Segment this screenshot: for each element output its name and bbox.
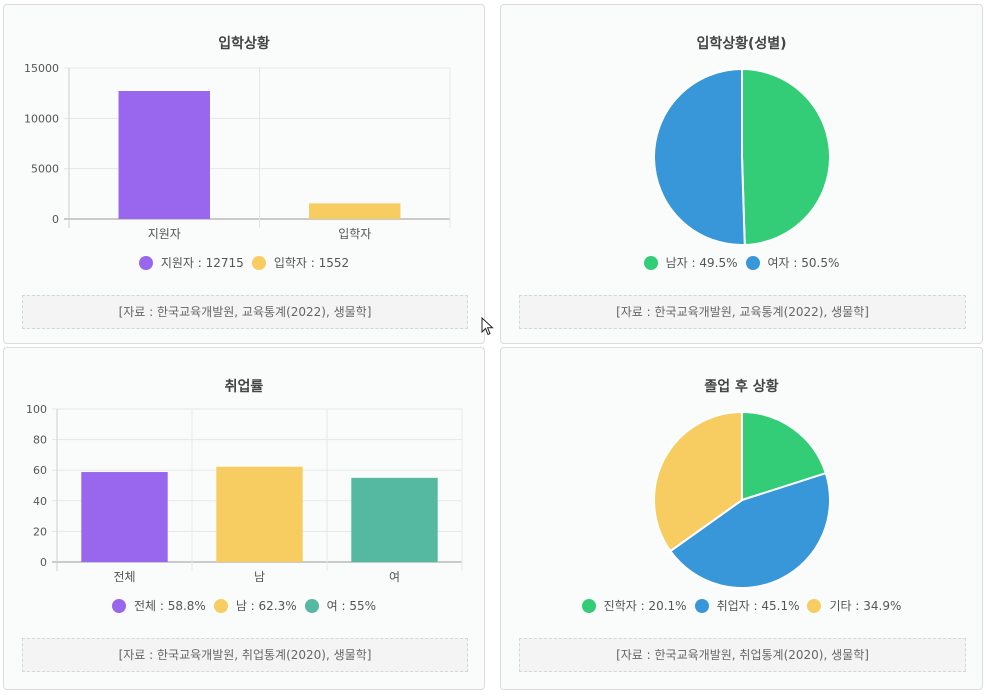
y-tick-label: 60 xyxy=(33,464,47,477)
legend-swatch xyxy=(745,255,760,270)
chart-title: 졸업 후 상황 xyxy=(704,379,779,395)
x-tick-label: 남 xyxy=(254,570,265,584)
legend-swatch xyxy=(111,598,126,613)
y-tick-label: 100 xyxy=(26,403,47,416)
y-tick-label: 80 xyxy=(33,434,47,447)
chart-title: 입학상황 xyxy=(218,36,270,52)
legend-label: 지원자 : 12715 xyxy=(160,256,244,270)
bar-전체[interactable] xyxy=(81,472,168,562)
legend-item[interactable]: 전체 : 58.8% xyxy=(111,597,206,614)
y-axis: 0 20 40 60 80 100 xyxy=(26,403,47,569)
legend-label: 남 : 62.3% xyxy=(235,599,297,613)
chart-title: 입학상황(성별) xyxy=(696,36,787,52)
legend-swatch xyxy=(304,598,319,613)
legend-item[interactable]: 진학자 : 20.1% xyxy=(581,597,687,614)
employment-bar-chart: 0 20 40 60 80 100 전체 남 여 xyxy=(26,403,463,584)
y-tick-label: 10000 xyxy=(24,112,59,125)
legend-item[interactable]: 취업자 : 45.1% xyxy=(694,597,800,614)
legend-label: 여 : 55% xyxy=(326,599,377,613)
legend-swatch xyxy=(694,598,709,613)
after-graduation-pie-chart xyxy=(653,410,831,589)
x-tick-label: 전체 xyxy=(113,570,135,584)
legend-label: 전체 : 58.8% xyxy=(133,599,206,613)
pie-slice-취업자[interactable] xyxy=(668,471,831,589)
legend-swatch xyxy=(138,255,153,270)
bar-남[interactable] xyxy=(216,466,303,562)
legend-swatch xyxy=(251,255,266,270)
x-tick-label: 입학자 xyxy=(338,227,371,241)
bar-여[interactable] xyxy=(351,477,438,562)
card-admission-gender: 입학상황(성별) 남자 : 49.5% 여자 : 50.5% [자료 : 한국교육… xyxy=(500,4,983,344)
legend-item[interactable]: 지원자 : 12715 xyxy=(138,254,244,271)
bar-지원자[interactable] xyxy=(118,91,210,219)
source-note: [자료 : 한국교육개발원, 취업통계(2020), 생물학] xyxy=(22,638,468,672)
legend-label: 남자 : 49.5% xyxy=(665,256,738,270)
pie-slice-남자[interactable] xyxy=(741,67,832,246)
y-tick-label: 0 xyxy=(40,556,47,569)
y-tick-label: 15000 xyxy=(24,62,59,75)
legend-swatch xyxy=(807,598,822,613)
legend-item[interactable]: 남자 : 49.5% xyxy=(643,254,738,271)
card-admission: 입학상황 0 5000 10000 15000 지원자 입학자 지원자 : 12715 입학… xyxy=(3,4,485,344)
legend-item[interactable]: 입학자 : 1552 xyxy=(251,254,350,271)
pie-slice-진학자[interactable] xyxy=(741,410,828,502)
y-tick-label: 40 xyxy=(33,495,47,508)
legend-label: 입학자 : 1552 xyxy=(273,256,350,270)
pie-slice-여자[interactable] xyxy=(653,67,746,246)
legend-item[interactable]: 여자 : 50.5% xyxy=(745,254,840,271)
chart-legend: 진학자 : 20.1% 취업자 : 45.1% 기타 : 34.9% xyxy=(501,597,982,616)
card-employment-rate: 취업률 0 20 40 60 80 100 전체 남 여 전체 : 58.8% 남 : 62.3%… xyxy=(3,347,485,690)
chart-legend: 남자 : 49.5% 여자 : 50.5% xyxy=(501,254,982,273)
admission-bar-chart: 0 5000 10000 15000 지원자 입학자 xyxy=(24,62,451,241)
card-after-graduation: 졸업 후 상황 진학자 : 20.1% 취업자 : 45.1% 기타 : 34.9%… xyxy=(500,347,983,690)
admission-gender-pie-chart xyxy=(653,67,832,246)
legend-item[interactable]: 여 : 55% xyxy=(304,597,377,614)
y-tick-label: 0 xyxy=(52,213,59,226)
source-note: [자료 : 한국교육개발원, 교육통계(2022), 생물학] xyxy=(22,295,468,329)
bar-입학자[interactable] xyxy=(309,203,401,219)
pie-slice-기타[interactable] xyxy=(653,410,743,553)
chart-legend: 전체 : 58.8% 남 : 62.3% 여 : 55% xyxy=(4,597,484,616)
chart-legend: 지원자 : 12715 입학자 : 1552 xyxy=(4,254,484,273)
x-tick-label: 여 xyxy=(389,570,400,584)
legend-item[interactable]: 남 : 62.3% xyxy=(213,597,297,614)
chart-title: 취업률 xyxy=(224,379,264,395)
source-note: [자료 : 한국교육개발원, 취업통계(2020), 생물학] xyxy=(519,638,966,672)
legend-label: 취업자 : 45.1% xyxy=(716,599,800,613)
y-tick-label: 5000 xyxy=(31,163,59,176)
legend-swatch xyxy=(581,598,596,613)
legend-label: 진학자 : 20.1% xyxy=(603,599,687,613)
legend-item[interactable]: 기타 : 34.9% xyxy=(807,597,901,614)
y-axis: 0 5000 10000 15000 xyxy=(24,62,59,226)
mouse-cursor-icon xyxy=(481,317,494,336)
legend-swatch xyxy=(643,255,658,270)
y-tick-label: 20 xyxy=(33,525,47,538)
x-tick-label: 지원자 xyxy=(148,227,181,241)
legend-swatch xyxy=(213,598,228,613)
source-note: [자료 : 한국교육개발원, 교육통계(2022), 생물학] xyxy=(519,295,966,329)
legend-label: 여자 : 50.5% xyxy=(767,256,840,270)
legend-label: 기타 : 34.9% xyxy=(829,599,902,613)
